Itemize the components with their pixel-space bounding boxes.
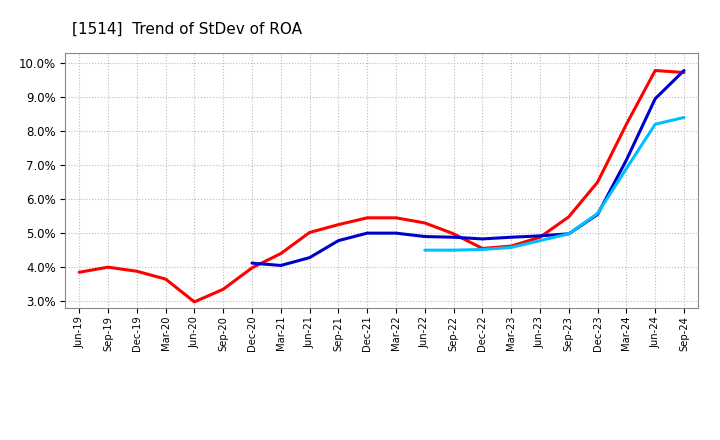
3 Years <box>564 214 573 220</box>
3 Years <box>219 286 228 292</box>
7 Years <box>680 115 688 120</box>
3 Years <box>680 70 688 75</box>
Line: 5 Years: 5 Years <box>252 70 684 265</box>
7 Years <box>593 211 602 216</box>
5 Years <box>449 235 458 240</box>
5 Years <box>363 231 372 236</box>
5 Years <box>305 255 314 260</box>
3 Years <box>75 270 84 275</box>
5 Years <box>276 263 285 268</box>
Line: 7 Years: 7 Years <box>425 117 684 250</box>
7 Years <box>478 247 487 252</box>
3 Years <box>104 264 112 270</box>
7 Years <box>507 245 516 250</box>
3 Years <box>363 215 372 220</box>
3 Years <box>392 215 400 220</box>
3 Years <box>449 231 458 236</box>
3 Years <box>593 180 602 185</box>
7 Years <box>622 166 631 171</box>
3 Years <box>305 230 314 235</box>
5 Years <box>507 235 516 240</box>
5 Years <box>564 231 573 236</box>
3 Years <box>507 243 516 249</box>
5 Years <box>334 238 343 243</box>
3 Years <box>161 276 170 282</box>
7 Years <box>536 238 544 243</box>
Line: 3 Years: 3 Years <box>79 70 684 302</box>
3 Years <box>478 246 487 251</box>
3 Years <box>132 268 141 274</box>
7 Years <box>420 248 429 253</box>
5 Years <box>593 212 602 217</box>
Text: [1514]  Trend of StDev of ROA: [1514] Trend of StDev of ROA <box>72 22 302 37</box>
3 Years <box>334 222 343 227</box>
5 Years <box>392 231 400 236</box>
7 Years <box>564 231 573 236</box>
5 Years <box>248 260 256 266</box>
5 Years <box>680 68 688 73</box>
5 Years <box>651 96 660 101</box>
3 Years <box>420 220 429 226</box>
5 Years <box>622 158 631 163</box>
5 Years <box>478 236 487 242</box>
7 Years <box>651 121 660 127</box>
3 Years <box>622 121 631 127</box>
3 Years <box>248 265 256 271</box>
5 Years <box>536 233 544 238</box>
3 Years <box>651 68 660 73</box>
7 Years <box>449 248 458 253</box>
3 Years <box>536 235 544 240</box>
5 Years <box>420 234 429 239</box>
3 Years <box>276 251 285 256</box>
3 Years <box>190 299 199 304</box>
